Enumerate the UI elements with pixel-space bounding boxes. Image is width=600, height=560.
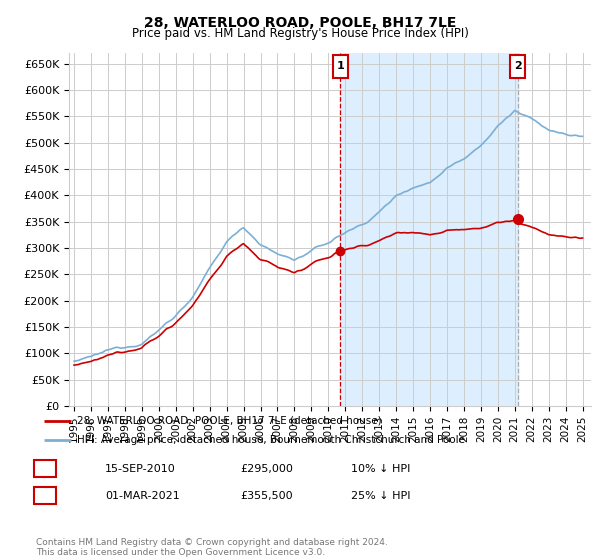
Bar (340, 53, 518, 406)
Text: HPI: Average price, detached house, Bournemouth Christchurch and Poole: HPI: Average price, detached house, Bour… (77, 435, 465, 445)
Text: Price paid vs. HM Land Registry's House Price Index (HPI): Price paid vs. HM Land Registry's House … (131, 27, 469, 40)
Text: £295,000: £295,000 (240, 464, 293, 474)
Text: Contains HM Land Registry data © Crown copyright and database right 2024.
This d: Contains HM Land Registry data © Crown c… (36, 538, 388, 557)
Text: 01-MAR-2021: 01-MAR-2021 (105, 491, 180, 501)
Text: 15-SEP-2010: 15-SEP-2010 (105, 464, 176, 474)
Text: 1: 1 (41, 464, 49, 474)
Text: 2: 2 (41, 491, 49, 501)
Text: 25% ↓ HPI: 25% ↓ HPI (351, 491, 410, 501)
Text: 10% ↓ HPI: 10% ↓ HPI (351, 464, 410, 474)
FancyBboxPatch shape (332, 55, 348, 78)
FancyBboxPatch shape (510, 55, 525, 78)
Text: 28, WATERLOO ROAD, POOLE, BH17 7LE (detached house): 28, WATERLOO ROAD, POOLE, BH17 7LE (deta… (77, 416, 382, 426)
Text: 2: 2 (514, 62, 521, 71)
Text: 28, WATERLOO ROAD, POOLE, BH17 7LE: 28, WATERLOO ROAD, POOLE, BH17 7LE (144, 16, 456, 30)
Text: £355,500: £355,500 (240, 491, 293, 501)
Text: 1: 1 (337, 62, 344, 71)
